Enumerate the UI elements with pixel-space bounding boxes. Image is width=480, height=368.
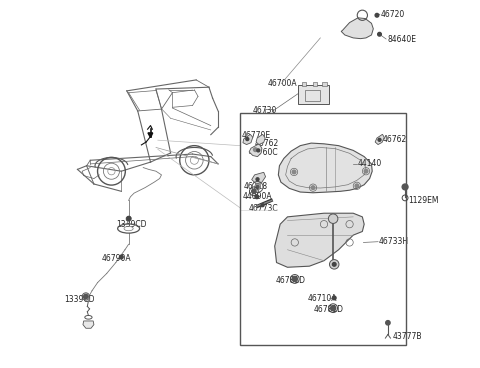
Circle shape bbox=[252, 189, 256, 194]
Bar bbox=[265, 109, 273, 113]
Text: 46733H: 46733H bbox=[379, 237, 409, 246]
Circle shape bbox=[333, 296, 336, 300]
Text: 46762: 46762 bbox=[383, 135, 407, 144]
Text: 44140: 44140 bbox=[358, 159, 382, 168]
Text: 46762: 46762 bbox=[255, 139, 279, 148]
Circle shape bbox=[292, 170, 296, 174]
Bar bbox=[302, 82, 306, 86]
Bar bbox=[322, 82, 326, 86]
Text: 46760C: 46760C bbox=[249, 148, 278, 157]
Circle shape bbox=[120, 255, 123, 259]
Polygon shape bbox=[278, 143, 372, 193]
Polygon shape bbox=[252, 172, 265, 184]
Circle shape bbox=[386, 321, 390, 325]
Text: 43777B: 43777B bbox=[393, 332, 422, 341]
Circle shape bbox=[256, 178, 259, 181]
Circle shape bbox=[254, 184, 261, 190]
Circle shape bbox=[84, 294, 88, 299]
Text: 44090A: 44090A bbox=[242, 192, 272, 201]
Circle shape bbox=[126, 216, 131, 221]
Circle shape bbox=[364, 169, 368, 173]
Text: 1339CD: 1339CD bbox=[64, 295, 95, 304]
Circle shape bbox=[355, 184, 359, 188]
Circle shape bbox=[378, 32, 381, 36]
Circle shape bbox=[127, 216, 131, 220]
Circle shape bbox=[257, 149, 260, 152]
Text: 1339CD: 1339CD bbox=[116, 220, 146, 229]
Text: 84640E: 84640E bbox=[387, 35, 416, 43]
Circle shape bbox=[378, 138, 381, 141]
Circle shape bbox=[261, 204, 264, 207]
Text: 1129EM: 1129EM bbox=[408, 196, 439, 205]
Circle shape bbox=[329, 259, 339, 269]
Text: 46790A: 46790A bbox=[101, 254, 131, 263]
Text: 46730: 46730 bbox=[253, 106, 277, 116]
Circle shape bbox=[328, 214, 338, 223]
Polygon shape bbox=[243, 134, 253, 145]
Circle shape bbox=[331, 305, 336, 311]
Text: 46773C: 46773C bbox=[249, 204, 278, 213]
Circle shape bbox=[375, 14, 379, 17]
Polygon shape bbox=[275, 213, 364, 267]
Text: 46781D: 46781D bbox=[276, 276, 305, 284]
Text: 46710A: 46710A bbox=[308, 294, 337, 303]
Bar bbox=[299, 85, 329, 104]
Bar bbox=[305, 90, 320, 101]
Circle shape bbox=[402, 184, 408, 190]
Circle shape bbox=[333, 262, 336, 266]
Polygon shape bbox=[83, 321, 94, 328]
Circle shape bbox=[292, 276, 297, 282]
Circle shape bbox=[246, 138, 249, 141]
Polygon shape bbox=[341, 18, 373, 39]
Text: 46720: 46720 bbox=[381, 10, 405, 19]
Text: 46770E: 46770E bbox=[242, 131, 271, 140]
Circle shape bbox=[311, 186, 315, 190]
Circle shape bbox=[255, 195, 259, 199]
Polygon shape bbox=[256, 134, 265, 145]
Polygon shape bbox=[148, 133, 153, 138]
Bar bbox=[313, 82, 317, 86]
Text: 46700A: 46700A bbox=[267, 79, 297, 88]
Polygon shape bbox=[249, 144, 262, 157]
Text: 46781D: 46781D bbox=[314, 305, 344, 314]
Text: 46718: 46718 bbox=[244, 183, 268, 191]
Circle shape bbox=[256, 185, 259, 188]
Polygon shape bbox=[375, 134, 384, 145]
Bar bbox=[240, 113, 406, 345]
Circle shape bbox=[253, 148, 257, 152]
